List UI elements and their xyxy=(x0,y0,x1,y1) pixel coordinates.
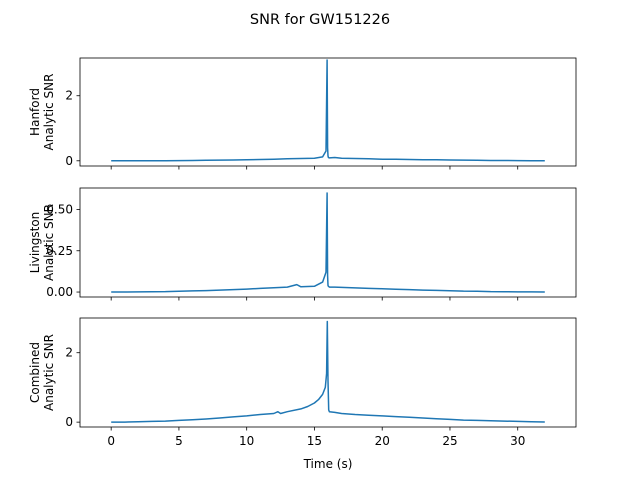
x-tick-label-combined: 15 xyxy=(307,434,322,448)
y-axis-label-line: Analytic SNR xyxy=(42,334,56,411)
y-axis-label-combined: CombinedAnalytic SNR xyxy=(28,334,56,411)
axes-frame-hanford xyxy=(79,57,577,167)
x-axis-label: Time (s) xyxy=(303,457,353,471)
figure-title: SNR for GW151226 xyxy=(250,12,390,28)
panel-hanford: 0 2 HanfordAnalytic SNR xyxy=(28,57,577,170)
axes-frame-combined xyxy=(79,317,577,428)
y-axis-label-line: Livingston xyxy=(28,212,42,274)
axes-frame-livingston xyxy=(79,187,577,298)
x-tick-label-combined: 25 xyxy=(442,434,457,448)
y-axis-label-line: Combined xyxy=(28,342,42,403)
y-tick-label-combined: 0 xyxy=(65,415,73,429)
x-tick-label-combined: 5 xyxy=(175,434,183,448)
x-tick-label-combined: 20 xyxy=(375,434,390,448)
y-axis-label-line: Hanford xyxy=(28,88,42,136)
series-line-hanford xyxy=(111,59,545,162)
y-tick-label-combined: 2 xyxy=(65,346,73,360)
y-tick-label-hanford: 0 xyxy=(65,154,73,168)
x-tick-label-combined: 0 xyxy=(107,434,115,448)
y-axis-label-hanford: HanfordAnalytic SNR xyxy=(28,74,56,151)
x-tick-label-combined: 10 xyxy=(239,434,254,448)
y-tick-label-livingston: 0.00 xyxy=(46,285,73,299)
y-axis-label-line: Analytic SNR xyxy=(42,204,56,281)
y-axis-label-line: Analytic SNR xyxy=(42,74,56,151)
y-axis-label-livingston: LivingstonAnalytic SNR xyxy=(28,204,56,281)
x-tick-label-combined: 30 xyxy=(510,434,525,448)
y-tick-label-livingston: 0.50 xyxy=(46,202,73,216)
y-tick-label-hanford: 2 xyxy=(65,89,73,103)
series-line-livingston xyxy=(111,192,545,293)
series-line-combined xyxy=(111,320,545,423)
y-tick-label-livingston: 0.25 xyxy=(46,244,73,258)
